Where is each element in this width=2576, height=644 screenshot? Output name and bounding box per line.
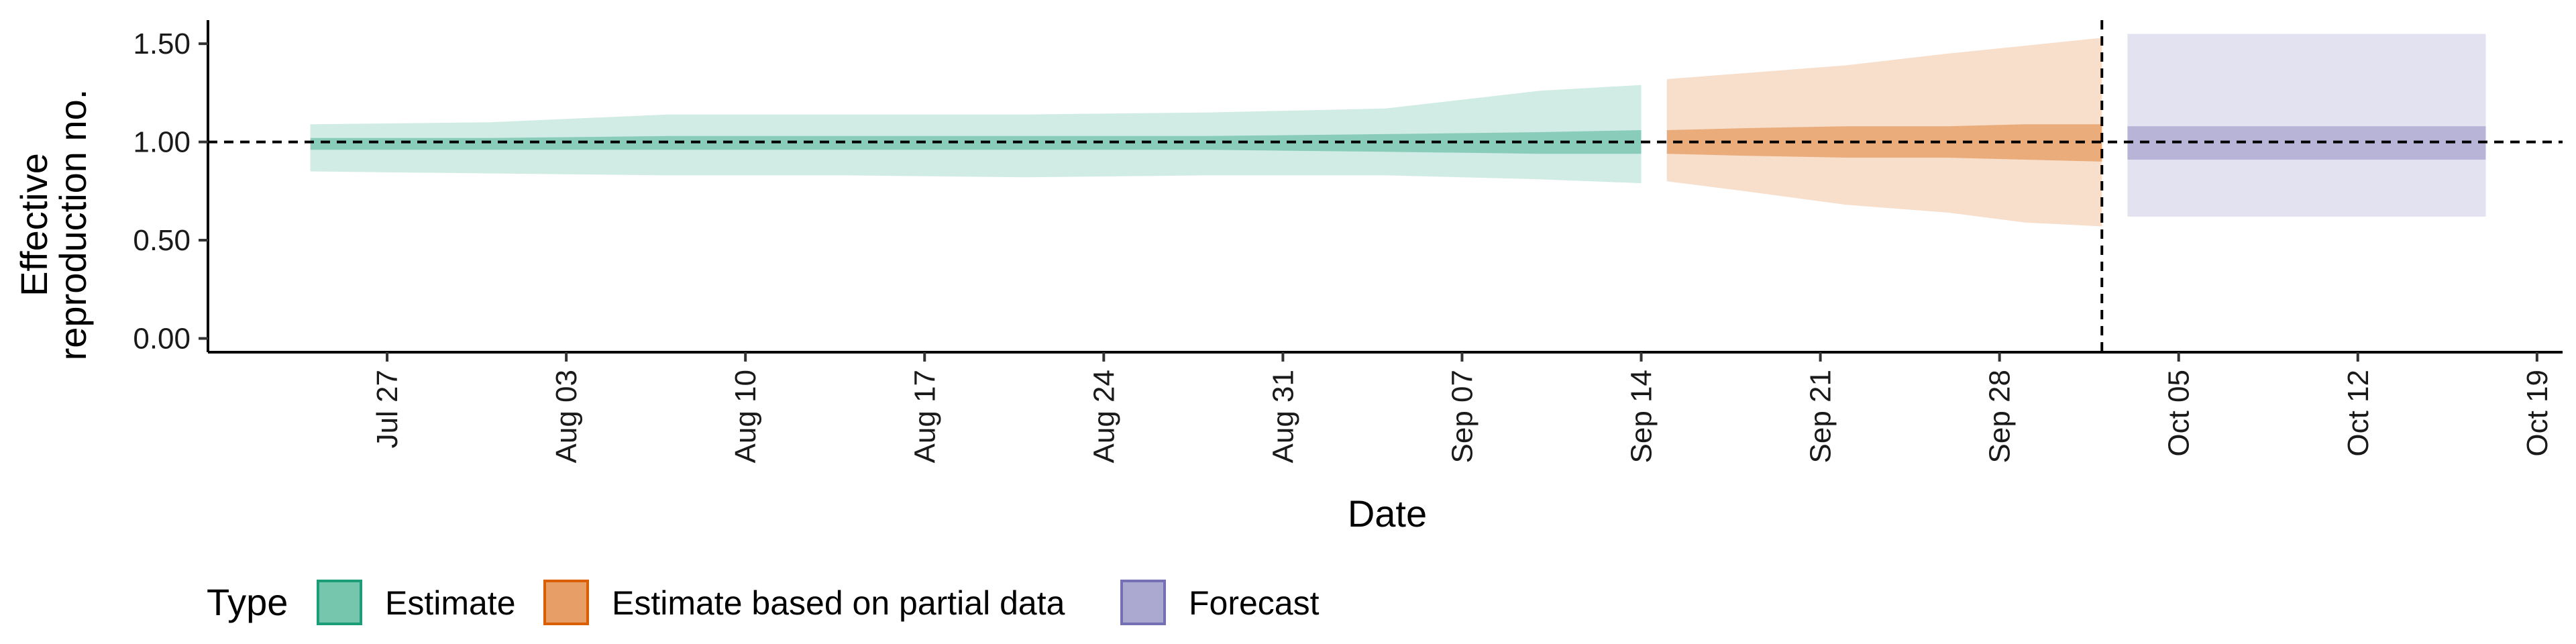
x-tick-label: Oct 12 xyxy=(2342,370,2375,457)
y-axis-title: Effective reproduction no. xyxy=(13,89,94,361)
x-tick-label: Sep 21 xyxy=(1805,370,1837,463)
x-tick-label: Aug 17 xyxy=(908,370,941,463)
band-inner-estimate xyxy=(310,130,1642,154)
legend-label-forecast: Forecast xyxy=(1189,584,1320,622)
y-axis-title-line-2: reproduction no. xyxy=(52,89,94,361)
x-tick-label: Aug 03 xyxy=(550,370,583,463)
legend-label-estimate: Estimate xyxy=(385,584,516,622)
legend: Type Estimate Estimate based on partial … xyxy=(207,580,1320,625)
x-tick-label: Sep 28 xyxy=(1984,370,2017,463)
legend-title: Type xyxy=(207,581,288,623)
x-tick-label: Oct 19 xyxy=(2521,370,2554,457)
band-outer-estimate xyxy=(310,85,1642,184)
series-bands xyxy=(310,34,2486,227)
reference-lines xyxy=(208,20,2563,352)
x-tick-label: Aug 24 xyxy=(1087,370,1120,463)
y-tick-label: 0.00 xyxy=(133,322,191,355)
axes: 0.00 0.50 1.00 1.50 Jul 27 Aug 03 Aug 10 Aug 17… xyxy=(133,20,2563,463)
x-tick-label: Oct 05 xyxy=(2163,370,2196,457)
x-axis-title: Date xyxy=(1348,492,1427,535)
x-tick-label: Aug 31 xyxy=(1267,370,1299,463)
y-tick-label: 1.00 xyxy=(133,126,191,159)
y-axis-title-line-1: Effective xyxy=(13,153,55,297)
y-tick-label: 0.50 xyxy=(133,224,191,257)
band-outer-estimate-based-on-partial-data xyxy=(1666,38,2102,227)
legend-label-partial-data: Estimate based on partial data xyxy=(612,584,1065,622)
legend-swatch-partial-data xyxy=(543,580,589,625)
x-tick-label: Sep 07 xyxy=(1446,370,1479,463)
x-tick-label: Sep 14 xyxy=(1625,370,1658,463)
x-tick-label: Jul 27 xyxy=(371,370,404,448)
legend-swatch-forecast xyxy=(1120,580,1166,625)
x-tick-label: Aug 10 xyxy=(729,370,762,463)
band-outer-forecast xyxy=(2127,34,2486,217)
legend-swatch-estimate xyxy=(317,580,362,625)
y-tick-label: 1.50 xyxy=(133,28,191,60)
